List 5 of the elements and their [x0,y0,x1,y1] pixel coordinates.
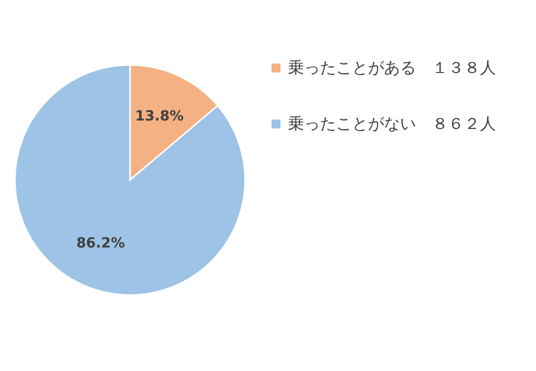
pie-slice [14,64,246,296]
legend-label: 乗ったことがない ８６２人 [288,114,496,133]
data-label: 13.8% [135,108,184,124]
legend-label: 乗ったことがある １３８人 [288,58,496,77]
data-label: 86.2% [76,236,125,252]
